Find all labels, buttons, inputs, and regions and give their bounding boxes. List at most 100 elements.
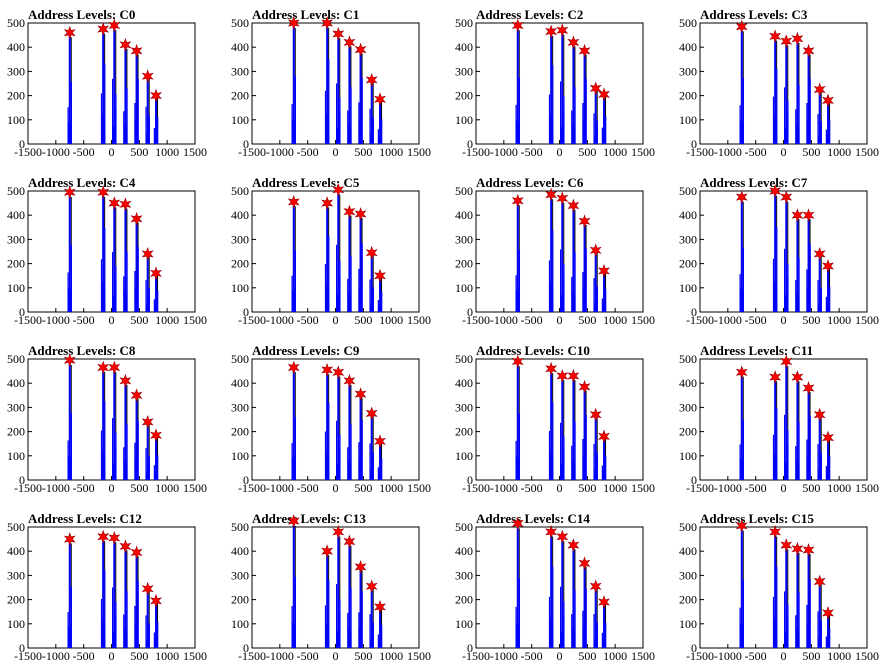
x-tick-label: 1500	[855, 649, 879, 663]
x-tick-label: 1000	[379, 313, 403, 327]
panel-c12: Address Levels: C12 0 100 200 300 400 500 -1500…	[7, 511, 207, 663]
peak-marker	[97, 185, 110, 200]
peak-marker	[556, 23, 569, 38]
axes-frame	[475, 190, 644, 313]
x-tick-label: 1500	[183, 481, 207, 495]
peak-marker	[108, 196, 121, 211]
x-tick-label: -500	[297, 649, 319, 663]
peak-marker	[813, 574, 826, 589]
x-tick-label: 500	[578, 313, 596, 327]
x-tick-label: 0	[109, 313, 115, 327]
x-tick-label: -1500	[14, 481, 42, 495]
y-tick-label: 100	[231, 449, 249, 463]
peak-marker	[321, 196, 334, 211]
x-tick-label: -500	[73, 481, 95, 495]
y-tick-label: 500	[7, 16, 25, 30]
peak-marker	[97, 529, 110, 544]
panel-title: Address Levels: C4	[28, 175, 136, 190]
y-tick-label: 400	[455, 208, 473, 222]
y-tick-label: 0	[19, 137, 25, 151]
x-tick-label: -1000	[714, 649, 742, 663]
y-tick-label: 500	[231, 184, 249, 198]
y-tick-label: 300	[679, 568, 697, 582]
y-tick-label: 400	[231, 544, 249, 558]
x-tick-label: 0	[781, 481, 787, 495]
y-tick-label: 400	[679, 376, 697, 390]
x-tick-label: -500	[297, 481, 319, 495]
y-tick-label: 300	[231, 232, 249, 246]
y-tick-label: 200	[679, 425, 697, 439]
peak-marker	[321, 362, 334, 377]
peak-marker	[735, 190, 748, 205]
peak-marker	[589, 579, 602, 594]
y-tick-label: 100	[455, 281, 473, 295]
axes-frame	[475, 526, 644, 649]
y-tick-label: 500	[7, 352, 25, 366]
peak-marker	[108, 360, 121, 375]
x-tick-label: -1500	[238, 145, 266, 159]
peak-marker	[332, 26, 345, 41]
panel-c6: Address Levels: C60100200300400500-1500-…	[455, 175, 655, 327]
x-tick-label: -1000	[714, 481, 742, 495]
peak-marker	[343, 35, 356, 50]
x-tick-label: -500	[73, 313, 95, 327]
peak-marker	[511, 516, 524, 531]
x-tick-label: 1500	[855, 313, 879, 327]
x-tick-label: 0	[109, 649, 115, 663]
x-tick-label: -1500	[462, 145, 490, 159]
peak-marker	[589, 243, 602, 258]
y-tick-label: 100	[679, 617, 697, 631]
x-tick-label: 500	[130, 313, 148, 327]
panel-title: Address Levels: C3	[700, 7, 808, 22]
peak-marker	[354, 207, 367, 221]
x-tick-label: 0	[557, 481, 563, 495]
y-tick-label: 500	[455, 16, 473, 30]
y-tick-label: 0	[467, 305, 473, 319]
x-tick-label: -500	[521, 313, 543, 327]
y-tick-label: 100	[679, 113, 697, 127]
x-tick-label: 1000	[827, 145, 851, 159]
peak-marker	[343, 534, 356, 549]
x-tick-label: 1000	[155, 145, 179, 159]
y-tick-label: 500	[679, 184, 697, 198]
peak-marker	[354, 42, 367, 57]
peak-marker	[108, 530, 121, 545]
panel-c11: Address Levels: C11 0 100 200 300 400 500 -1500…	[679, 343, 879, 495]
panel-title: Address Levels: C0	[28, 7, 135, 22]
y-tick-label: 0	[19, 473, 25, 487]
x-tick-label: -1000	[42, 145, 70, 159]
peak-marker	[578, 43, 591, 58]
peak-marker	[321, 16, 334, 30]
axes-frame	[699, 190, 868, 313]
y-tick-label: 500	[231, 16, 249, 30]
x-tick-label: -1000	[42, 481, 70, 495]
peak-marker	[332, 182, 345, 197]
panel-title: Address Levels: C2	[476, 7, 583, 22]
panel-title: Address Levels: C1	[252, 7, 359, 22]
x-tick-label: 500	[130, 649, 148, 663]
y-tick-label: 200	[679, 89, 697, 103]
y-tick-label: 300	[231, 568, 249, 582]
peak-marker	[821, 430, 835, 445]
y-tick-label: 200	[231, 593, 249, 607]
peak-marker	[567, 198, 580, 213]
peak-marker	[545, 361, 558, 376]
x-tick-label: 1000	[827, 649, 851, 663]
peak-marker	[511, 193, 524, 208]
peak-marker	[780, 34, 793, 49]
x-tick-label: -1000	[490, 145, 518, 159]
panel-title: Address Levels: C13	[252, 511, 366, 526]
x-tick-label: 0	[333, 145, 339, 159]
x-tick-label: 1000	[155, 649, 179, 663]
y-tick-label: 300	[231, 64, 249, 78]
x-tick-label: 0	[557, 145, 563, 159]
peak-marker	[97, 360, 110, 375]
peak-marker	[578, 214, 591, 229]
panel-title: Address Levels: C8	[28, 343, 136, 358]
y-tick-label: 100	[455, 449, 473, 463]
y-tick-label: 100	[455, 113, 473, 127]
panel-c3: Address Levels: C30100200300400500-1500-…	[679, 7, 879, 159]
x-tick-label: -1000	[266, 145, 294, 159]
x-tick-label: 1000	[379, 481, 403, 495]
y-tick-label: 300	[7, 64, 25, 78]
